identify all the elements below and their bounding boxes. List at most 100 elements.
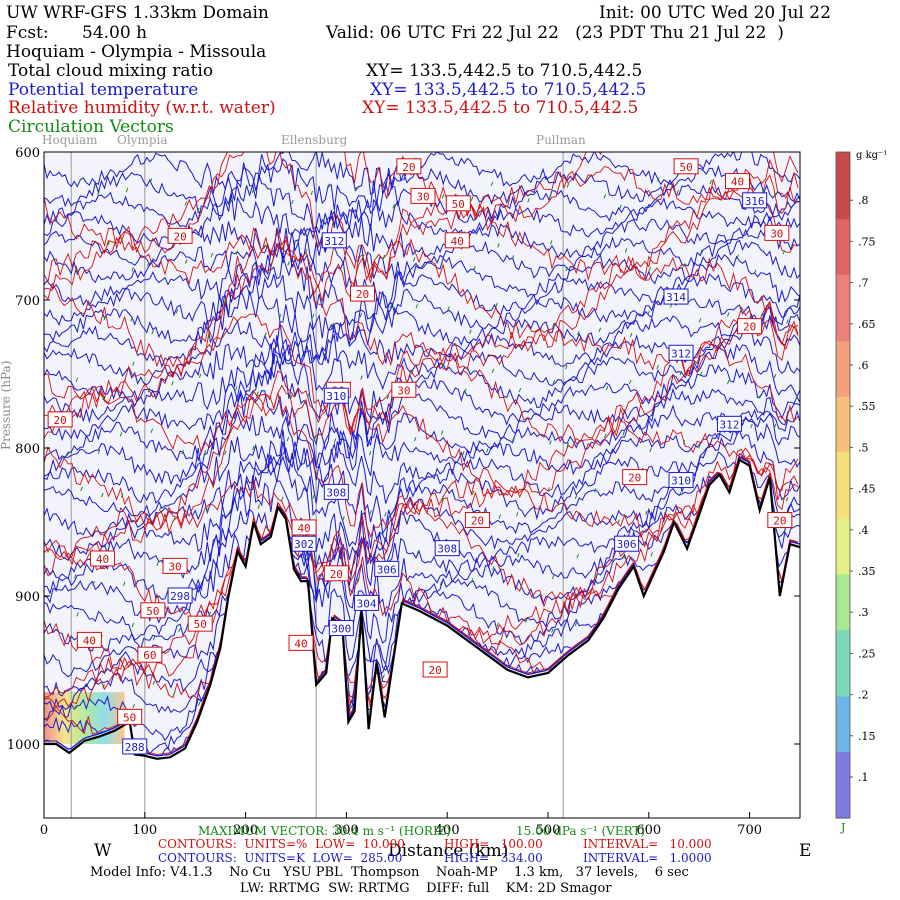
theta-contour	[44, 306, 800, 386]
vector-arrow	[131, 267, 134, 272]
rh-label-box	[291, 519, 317, 536]
vector-arrow	[181, 449, 185, 455]
vector-arrow	[389, 303, 393, 309]
vector-arrow	[518, 387, 522, 393]
colorbar-segment	[836, 251, 850, 264]
vector-arrow	[120, 493, 124, 498]
rh-label: 40	[96, 553, 109, 566]
vector-arrow	[574, 494, 578, 500]
rh-label-box	[391, 381, 417, 398]
vector-arrow	[619, 204, 622, 210]
rh-label: 40	[731, 176, 744, 189]
vector-arrow	[382, 254, 386, 260]
vector-arrow	[416, 550, 419, 555]
vector-arrow	[495, 302, 498, 307]
vector-arrow	[392, 450, 395, 455]
vector-arrow	[678, 492, 682, 497]
vector-arrow	[304, 248, 308, 254]
vector-arrow	[595, 573, 598, 578]
vector-arrow	[159, 506, 162, 511]
town-label: Hoquiam	[42, 133, 98, 147]
vector-arrow	[496, 622, 500, 627]
colorbar-segment	[836, 340, 850, 353]
vector-arrow	[171, 381, 174, 386]
theta-contour	[44, 239, 800, 309]
vector-arrow	[328, 183, 331, 188]
vector-arrow	[361, 254, 365, 259]
vector-arrow	[786, 319, 789, 324]
vector-arrow	[256, 391, 259, 396]
vector-arrow	[441, 194, 445, 199]
colorbar-segment	[836, 673, 850, 686]
vector-arrow	[74, 705, 77, 710]
colorbar-segment	[836, 784, 850, 797]
rh-high-info: HIGH= 100.00	[444, 837, 543, 851]
colorbar-tick-label: .25	[858, 647, 876, 660]
vector-arrow	[333, 438, 337, 443]
pt-contours-info: CONTOURS: UNITS=K LOW= 285.00	[158, 851, 403, 865]
colorbar-segment	[836, 307, 850, 320]
vector-arrow	[552, 322, 555, 327]
rh-label-box	[140, 602, 166, 619]
vector-arrow	[600, 250, 603, 255]
vector-arrow	[700, 249, 703, 254]
theta-label-box	[291, 535, 317, 552]
theta-label-box	[122, 738, 148, 755]
vector-arrow	[178, 627, 181, 633]
vector-arrow	[491, 368, 495, 373]
field-rh-label: Relative humidity (w.r.t. water)	[8, 98, 276, 118]
vector-arrow	[679, 370, 683, 376]
vector-arrow	[103, 315, 107, 321]
rh-contour	[44, 152, 799, 254]
cloud-shading	[44, 692, 125, 744]
theta-label-box	[742, 192, 768, 209]
vector-arrow	[656, 364, 659, 370]
theta-label: 298	[170, 590, 190, 603]
colorbar-segment	[836, 640, 850, 653]
rh-label: 50	[452, 198, 465, 211]
vector-arrow	[384, 512, 387, 517]
vector-arrow	[565, 364, 568, 370]
rh-label-box	[117, 708, 143, 725]
theta-contour	[44, 326, 800, 424]
vector-arrow	[119, 432, 123, 437]
rh-label: 40	[294, 637, 307, 650]
vector-arrow	[235, 250, 239, 255]
vector-arrow	[223, 299, 227, 304]
vector-arrow	[132, 703, 135, 709]
vector-arrow	[146, 262, 150, 267]
colorbar-segment	[836, 218, 850, 231]
vector-arrow	[574, 621, 578, 627]
vector-arrow	[775, 191, 778, 196]
x-tick-label: 600	[636, 823, 661, 838]
y-tick-label: 1000	[7, 738, 40, 753]
vector-arrow	[447, 306, 450, 311]
vector-arrow	[173, 690, 176, 696]
vector-arrow	[310, 190, 313, 196]
vector-arrow	[251, 188, 255, 194]
vector-arrow	[80, 486, 83, 492]
rh-label-box	[89, 550, 115, 567]
vector-arrow	[356, 577, 360, 582]
vertical-vector-label: 15.00 dPa s⁻¹ (VERT)	[516, 824, 646, 838]
vector-arrow	[497, 243, 500, 248]
vector-arrow	[172, 517, 176, 523]
theta-label-box	[668, 344, 694, 361]
field-theta-label: Potential temperature	[8, 80, 199, 100]
vector-arrow	[470, 196, 474, 201]
colorbar-segment	[836, 163, 850, 175]
vector-arrow	[360, 375, 363, 380]
vector-arrow	[386, 394, 390, 400]
theta-label-box	[716, 415, 742, 432]
vector-arrow	[498, 514, 501, 519]
vector-arrow	[709, 179, 712, 185]
vector-arrow	[263, 244, 266, 249]
vector-arrow	[649, 447, 652, 453]
colorbar-segment	[836, 429, 850, 442]
vector-arrow	[415, 304, 418, 309]
vector-arrow	[628, 379, 632, 385]
rh-contour	[44, 456, 799, 755]
vector-arrow	[761, 312, 764, 317]
rh-label: 40	[451, 235, 464, 248]
colorbar-segment	[836, 407, 850, 419]
